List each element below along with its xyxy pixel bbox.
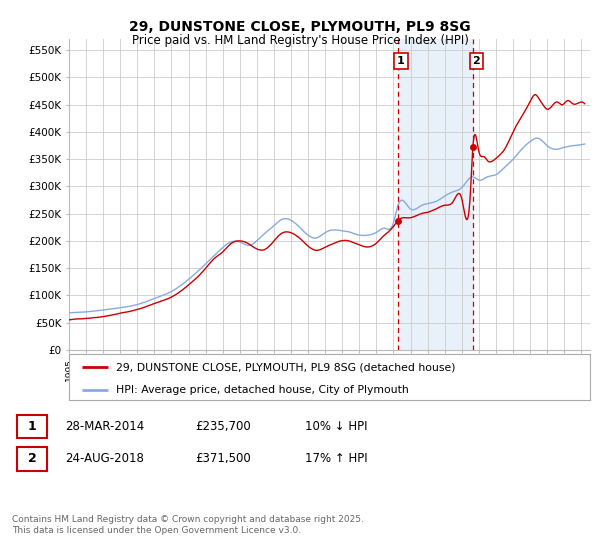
Text: 2: 2 [472, 56, 480, 66]
Text: 17% ↑ HPI: 17% ↑ HPI [305, 452, 368, 465]
Text: Price paid vs. HM Land Registry's House Price Index (HPI): Price paid vs. HM Land Registry's House … [131, 34, 469, 46]
Text: 29, DUNSTONE CLOSE, PLYMOUTH, PL9 8SG (detached house): 29, DUNSTONE CLOSE, PLYMOUTH, PL9 8SG (d… [116, 362, 455, 372]
Text: 1: 1 [397, 56, 405, 66]
Text: 10% ↓ HPI: 10% ↓ HPI [305, 420, 367, 433]
FancyBboxPatch shape [17, 415, 47, 438]
Bar [398, 39, 473, 350]
Text: 1: 1 [28, 420, 37, 433]
Text: 29, DUNSTONE CLOSE, PLYMOUTH, PL9 8SG: 29, DUNSTONE CLOSE, PLYMOUTH, PL9 8SG [129, 20, 471, 34]
Text: £235,700: £235,700 [195, 420, 251, 433]
Text: £371,500: £371,500 [195, 452, 251, 465]
Text: 2: 2 [28, 452, 37, 465]
Text: 28-MAR-2014: 28-MAR-2014 [65, 420, 144, 433]
Text: HPI: Average price, detached house, City of Plymouth: HPI: Average price, detached house, City… [116, 385, 409, 395]
FancyBboxPatch shape [17, 447, 47, 470]
Text: Contains HM Land Registry data © Crown copyright and database right 2025.
This d: Contains HM Land Registry data © Crown c… [12, 515, 364, 535]
Text: 24-AUG-2018: 24-AUG-2018 [65, 452, 144, 465]
